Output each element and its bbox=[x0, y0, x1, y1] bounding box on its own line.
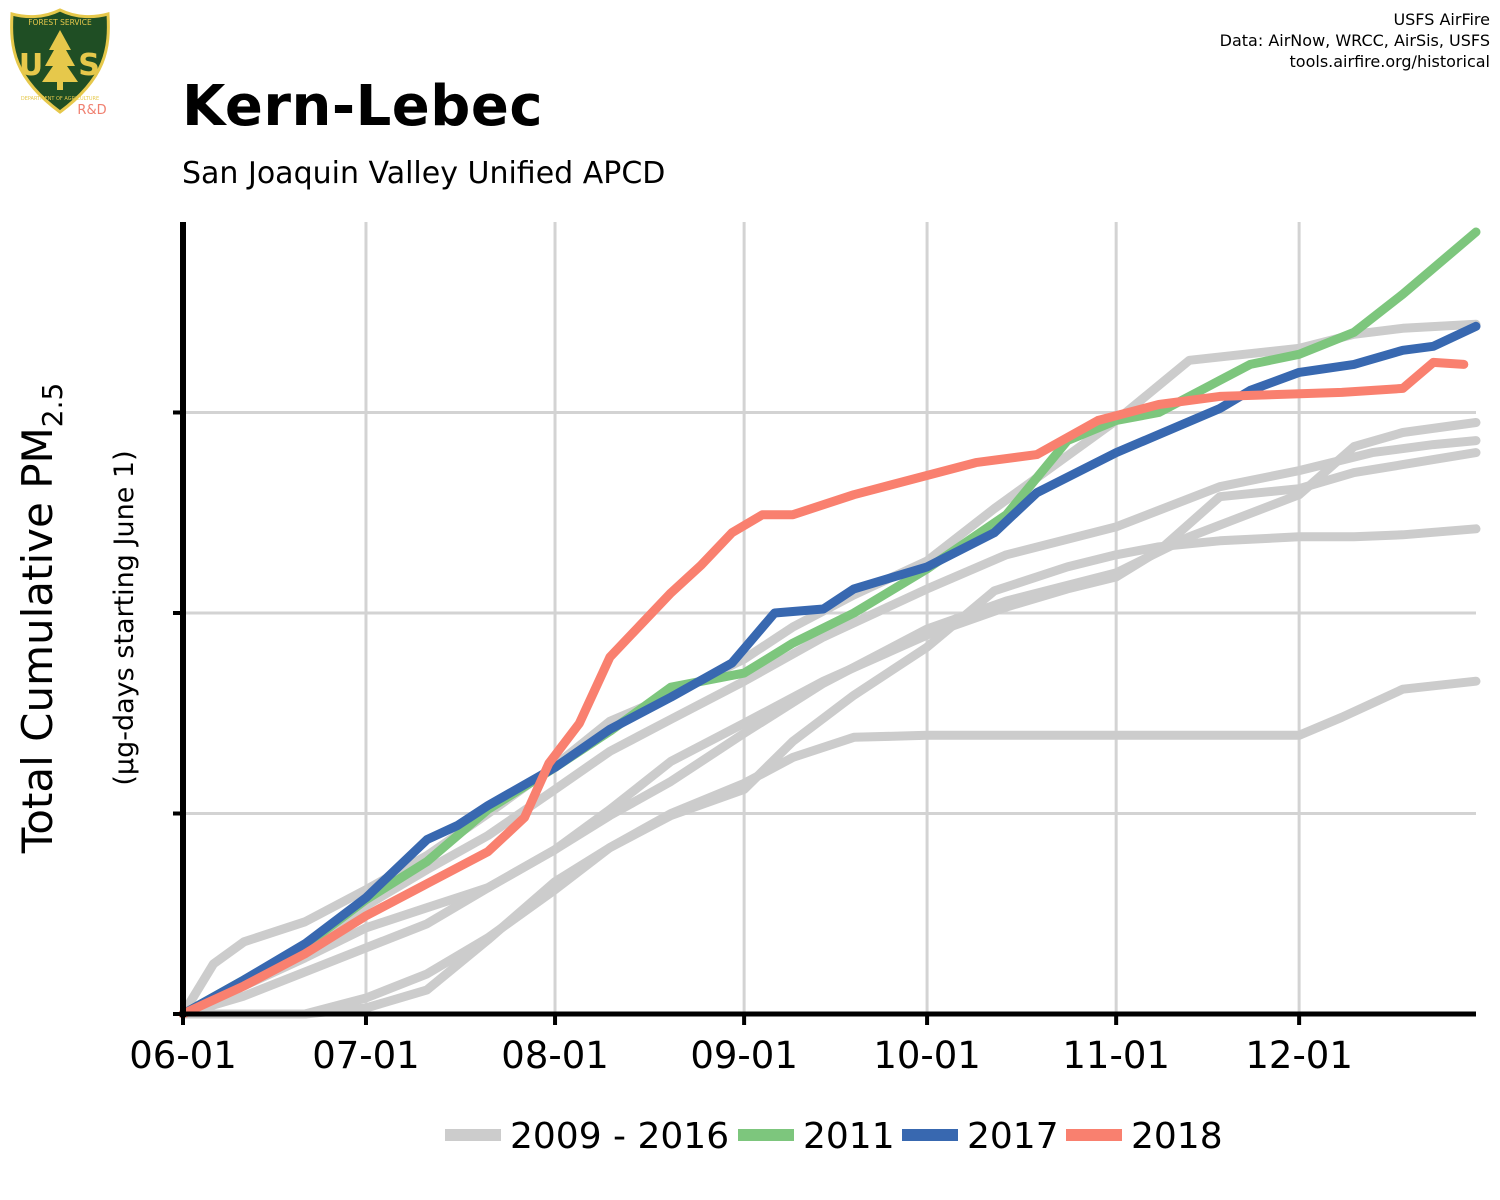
legend-label: 2009 - 2016 bbox=[510, 1116, 729, 1157]
chart-subtitle: San Joaquin Valley Unified APCD bbox=[182, 156, 666, 191]
tree-trunk-icon bbox=[57, 82, 63, 90]
history-series-line bbox=[178, 524, 1481, 1019]
history-series-line bbox=[178, 436, 1481, 1019]
y-axis-label-subscript: 2.5 bbox=[36, 383, 69, 428]
credit-line: tools.airfire.org/historical bbox=[1289, 52, 1490, 71]
x-tick-label: 06-01 bbox=[129, 1034, 237, 1077]
logo-top-text: FOREST SERVICE bbox=[28, 18, 92, 27]
y-axis-label-main: Total Cumulative PM bbox=[13, 427, 62, 854]
legend-label: 2011 bbox=[803, 1116, 895, 1157]
x-tick-label: 09-01 bbox=[690, 1034, 798, 1077]
logo-letter-s: S bbox=[78, 48, 100, 83]
credit-line: USFS AirFire bbox=[1393, 10, 1490, 29]
chart-title: Kern-Lebec bbox=[182, 74, 544, 139]
grid bbox=[183, 222, 1476, 1014]
history-series-line bbox=[178, 319, 1481, 1019]
history-series-line bbox=[178, 676, 1481, 1019]
series-lines bbox=[178, 227, 1481, 1019]
y-axis-units-label: (μg-days starting June 1) bbox=[109, 450, 140, 785]
series-line-2018 bbox=[178, 357, 1469, 1019]
x-tick-label: 10-01 bbox=[873, 1034, 981, 1077]
x-tick-label: 12-01 bbox=[1245, 1034, 1353, 1077]
axis-labels: 06-01 07-01 08-01 09-01 10-01 11-01 12-01 Total… bbox=[13, 383, 1353, 1077]
series-line-2011 bbox=[178, 227, 1481, 1019]
x-tick-label: 08-01 bbox=[501, 1034, 609, 1077]
legend-label: 2018 bbox=[1131, 1116, 1223, 1157]
legend-label: 2017 bbox=[967, 1116, 1059, 1157]
logo-rd-label: R&D bbox=[77, 103, 106, 118]
legend: 2009 - 2016 2011 2017 2018 bbox=[445, 1116, 1223, 1157]
x-tick-label: 11-01 bbox=[1062, 1034, 1170, 1077]
axes bbox=[173, 222, 1476, 1025]
x-tick-label: 07-01 bbox=[312, 1034, 420, 1077]
logo-letter-u: U bbox=[19, 48, 43, 83]
forest-service-logo: U S FOREST SERVICE DEPARTMENT OF AGRICUL… bbox=[10, 8, 110, 118]
credits-block: USFS AirFire Data: AirNow, WRCC, AirSis,… bbox=[1220, 9, 1490, 72]
history-series-line bbox=[178, 418, 1481, 1019]
credit-line: Data: AirNow, WRCC, AirSis, USFS bbox=[1219, 31, 1490, 50]
series-line-2017 bbox=[178, 321, 1481, 1019]
tree-icon bbox=[42, 30, 78, 82]
y-axis-label: Total Cumulative PM2.5 bbox=[13, 383, 69, 855]
logo-bottom-text: DEPARTMENT OF AGRICULTURE bbox=[21, 96, 99, 102]
